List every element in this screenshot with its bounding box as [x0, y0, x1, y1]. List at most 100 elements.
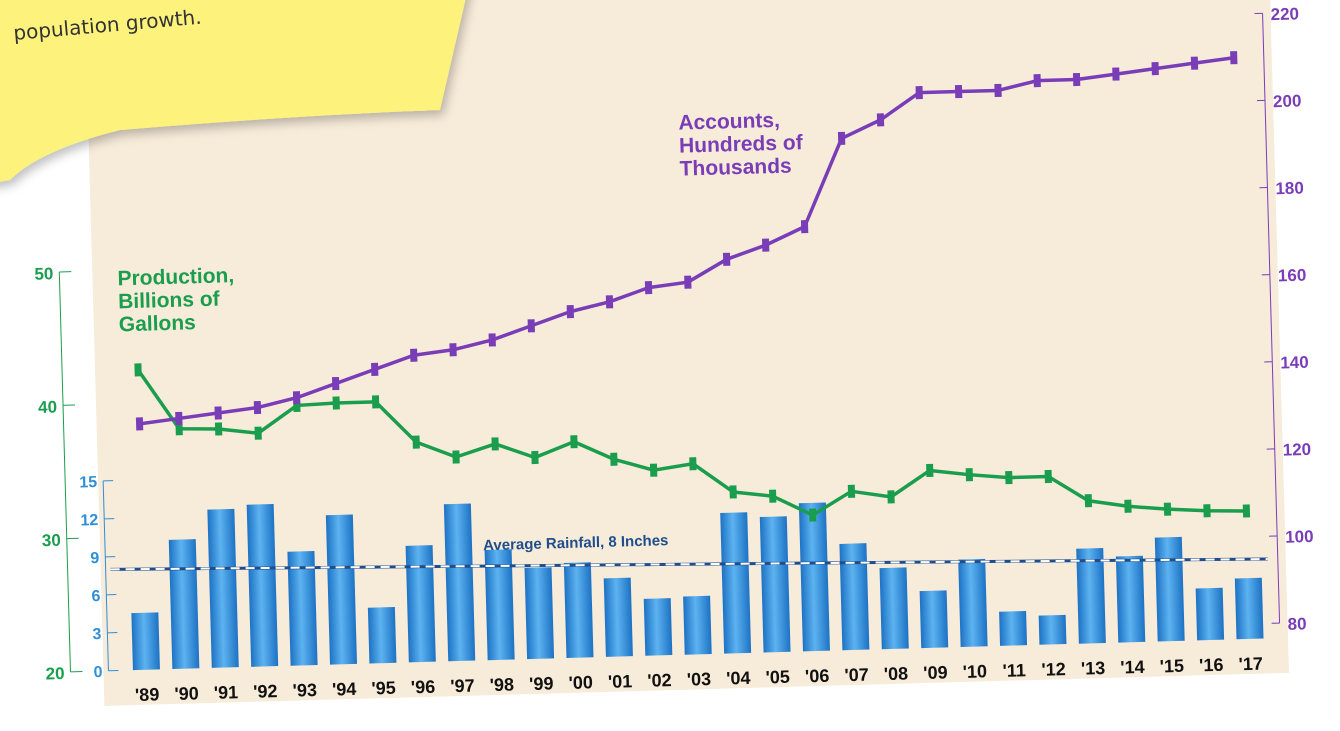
x-tick-label: '92 — [253, 681, 278, 702]
x-tick-label: '02 — [647, 670, 672, 691]
accounts-point — [1033, 74, 1041, 88]
accounts-point — [644, 281, 653, 295]
left-inner-tick-label: 6 — [91, 588, 100, 605]
production-point — [1163, 502, 1172, 516]
rainfall-bar — [524, 567, 555, 660]
production-label-line-1: Production, — [117, 264, 234, 290]
accounts-point — [800, 220, 809, 234]
accounts-point — [214, 406, 222, 420]
production-point — [332, 396, 340, 410]
production-point — [769, 489, 777, 503]
production-point — [1084, 494, 1093, 508]
production-point — [175, 422, 183, 436]
production-label: Production, Billions of Gallons — [117, 264, 241, 336]
rainfall-bar — [759, 516, 791, 653]
production-point — [254, 426, 262, 440]
accounts-point — [527, 319, 535, 333]
accounts-label-line-3: Thousands — [679, 155, 792, 181]
rainfall-bar — [683, 595, 712, 655]
accounts-point — [762, 238, 770, 252]
production-point — [531, 450, 539, 465]
rainfall-bar — [1038, 614, 1067, 645]
x-tick-label: '97 — [450, 676, 475, 697]
accounts-point — [722, 252, 731, 266]
accounts-point — [954, 84, 963, 99]
rainfall-bar — [643, 598, 673, 656]
left-outer-tick-label: 20 — [45, 664, 64, 684]
production-point — [729, 485, 737, 499]
accounts-point — [449, 343, 457, 357]
production-point — [887, 490, 895, 504]
production-point — [1044, 469, 1052, 484]
accounts-label: Accounts, Hundreds of Thousands — [678, 108, 809, 181]
left-outer-tick-label: 40 — [38, 397, 57, 417]
rainfall-bar — [367, 607, 397, 664]
accounts-point — [175, 411, 183, 426]
right-tick-label: 120 — [1282, 440, 1311, 460]
left-inner-axis-line — [102, 480, 109, 671]
x-tick-label: '15 — [1159, 656, 1184, 677]
accounts-point — [915, 86, 923, 100]
accounts-label-line-1: Accounts, — [678, 109, 780, 135]
x-tick-label: '07 — [844, 665, 869, 686]
rainfall-bar — [246, 503, 279, 667]
left-inner-tick-label: 0 — [93, 664, 102, 681]
rainfall-bar — [484, 549, 515, 661]
left-inner-tick-label: 12 — [80, 512, 98, 529]
x-tick-label: '01 — [608, 671, 633, 692]
rainfall-bar — [603, 577, 633, 657]
production-point — [371, 395, 380, 409]
x-tick-label: '89 — [135, 684, 160, 705]
accounts-point — [876, 113, 885, 127]
left-inner-tick-label: 9 — [90, 550, 99, 567]
rainfall-bar — [999, 610, 1028, 646]
average-rainfall-label: Average Rainfall, 8 Inches — [483, 532, 669, 554]
right-tick-label: 100 — [1285, 527, 1314, 547]
production-point — [134, 363, 142, 377]
production-point — [689, 457, 697, 471]
accounts-point — [488, 333, 496, 347]
rainfall-bar — [1115, 555, 1146, 643]
accounts-point — [135, 417, 144, 431]
accounts-point — [331, 376, 340, 391]
rainfall-bar — [798, 502, 830, 652]
production-point — [926, 463, 934, 478]
production-point — [452, 450, 460, 464]
production-point — [808, 508, 817, 522]
left-inner-tick-label: 15 — [79, 474, 97, 491]
average-rainfall-dashes — [110, 558, 1268, 571]
rainfall-bar — [958, 558, 988, 647]
production-point — [610, 452, 618, 466]
chart-panel — [84, 0, 1289, 706]
production-point — [412, 435, 420, 449]
rainfall-bar — [1154, 536, 1185, 642]
rainfall-bar — [131, 612, 160, 671]
accounts-point — [1072, 72, 1081, 87]
accounts-point — [292, 391, 301, 405]
x-tick-label: '05 — [765, 667, 790, 688]
x-tick-label: '16 — [1199, 655, 1224, 676]
x-tick-label: '90 — [174, 683, 199, 704]
production-point — [1124, 499, 1132, 513]
x-tick-label: '12 — [1041, 659, 1066, 680]
rainfall-bar — [287, 551, 318, 666]
x-tick-label: '04 — [726, 668, 751, 689]
production-label-line-3: Gallons — [118, 311, 196, 336]
right-tick-label: 200 — [1273, 91, 1302, 111]
rainfall-bar — [1076, 547, 1106, 644]
rainfall-bar — [207, 508, 239, 668]
rainfall-bar — [325, 514, 358, 665]
x-tick-label: '98 — [489, 674, 514, 695]
x-tick-label: '00 — [568, 672, 593, 693]
left-outer-tick-label: 50 — [34, 264, 53, 284]
x-tick-label: '13 — [1081, 658, 1106, 679]
rainfall-bar — [1234, 577, 1264, 640]
rainfall-bar — [879, 567, 909, 650]
production-point — [1242, 504, 1251, 518]
x-tick-label: '10 — [962, 661, 987, 682]
x-tick-label: '09 — [923, 662, 948, 683]
x-tick-label: '96 — [411, 677, 436, 698]
rainfall-bar — [720, 512, 752, 654]
accounts-point — [605, 295, 614, 309]
production-point — [214, 422, 223, 436]
